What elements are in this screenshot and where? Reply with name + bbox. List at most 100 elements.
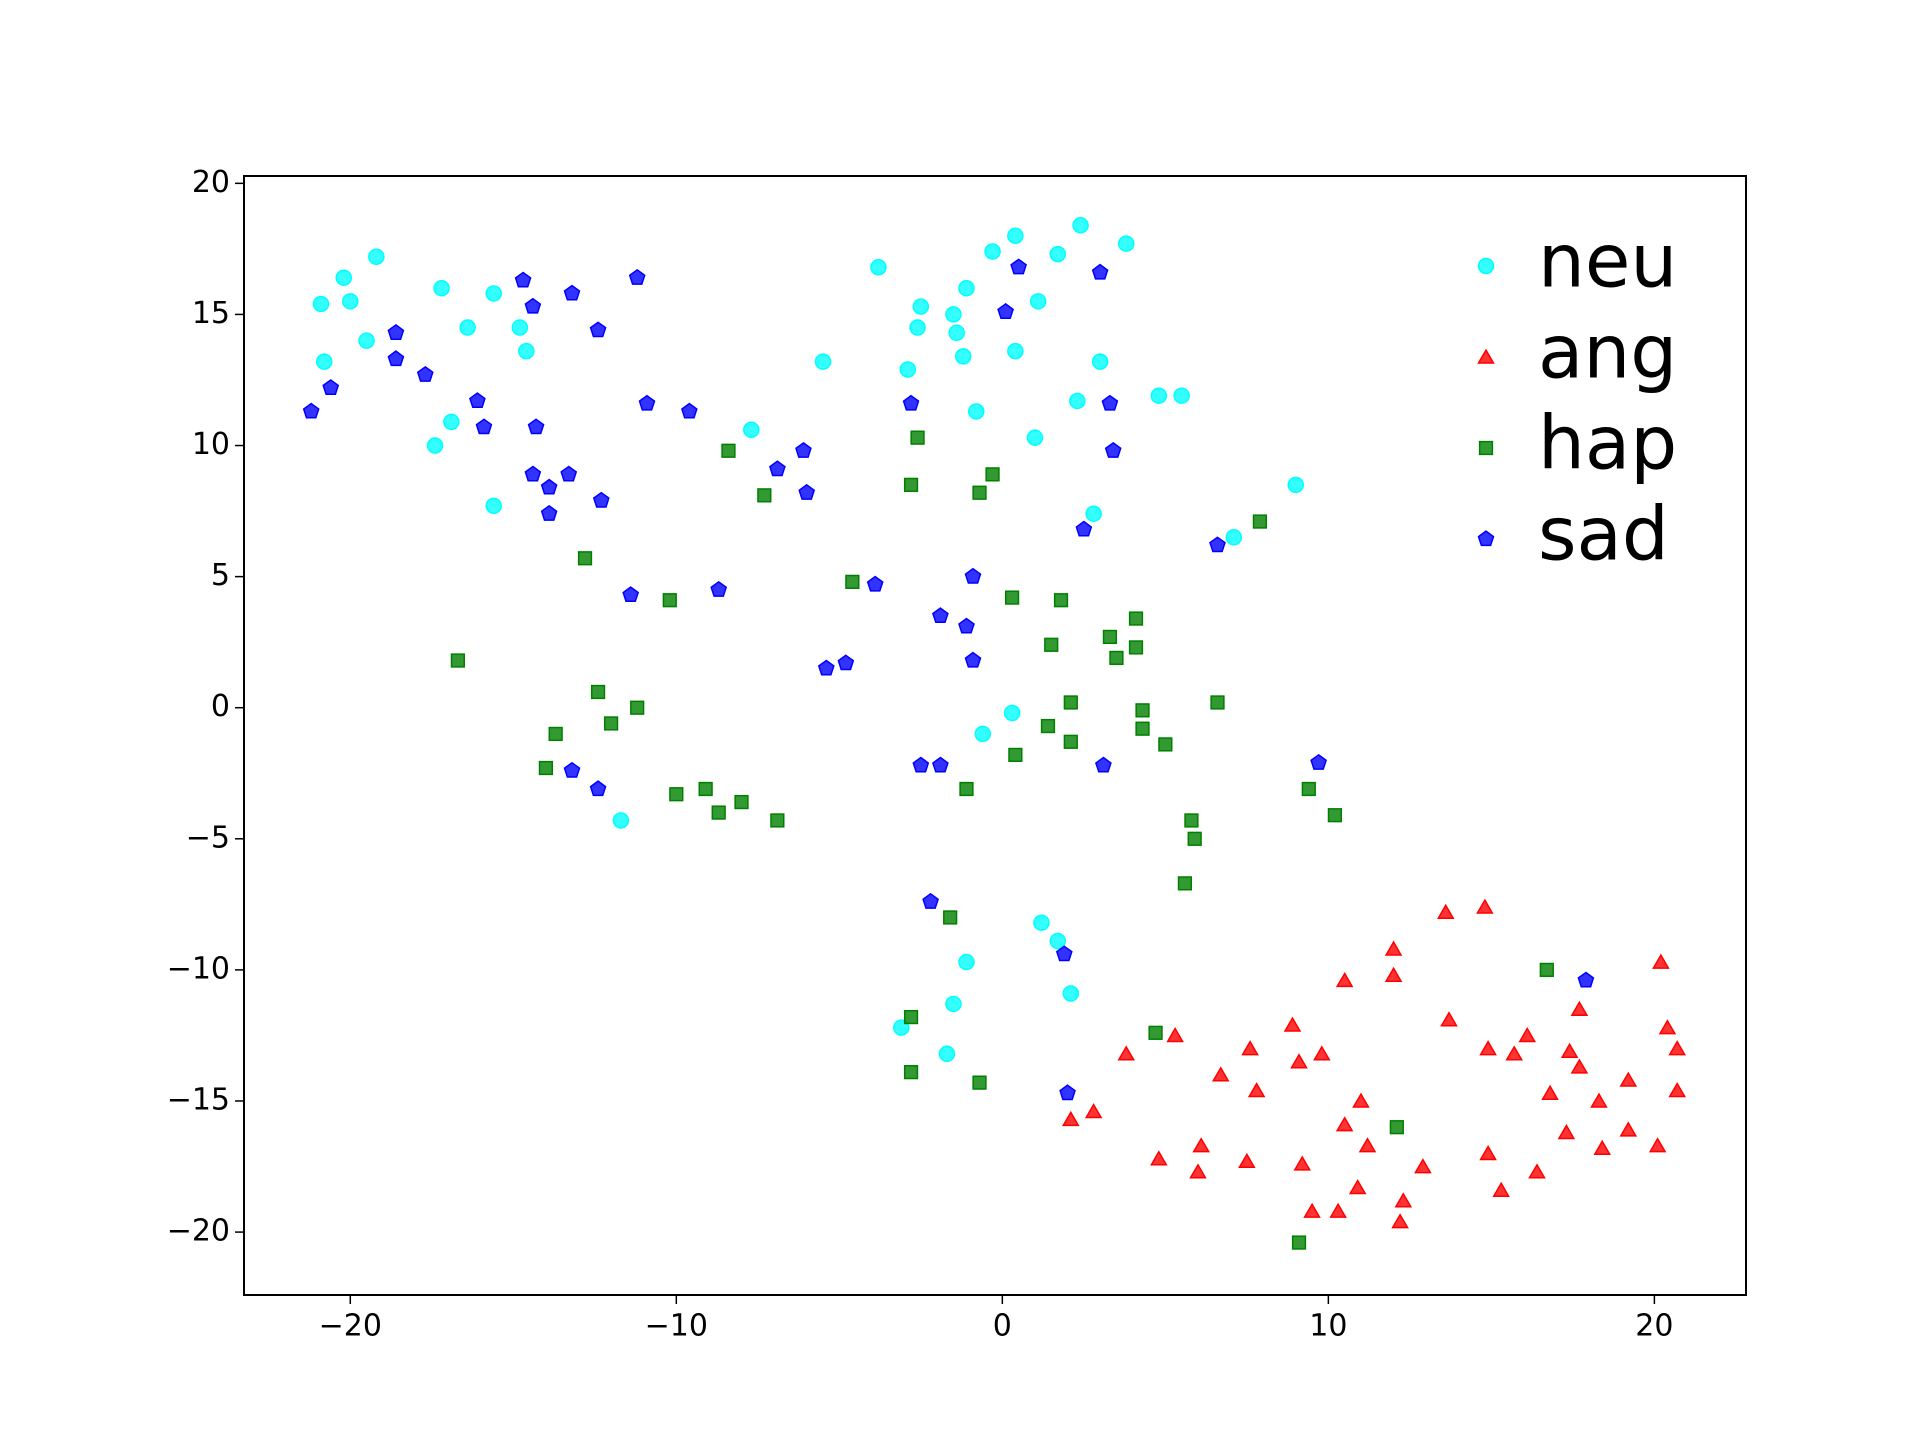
point (1004, 590, 1020, 605)
point (563, 761, 581, 778)
point (1069, 392, 1086, 410)
y-tick-label: −10 (167, 951, 230, 986)
y-tick-label: 5 (211, 558, 230, 593)
point (1391, 1213, 1409, 1229)
point (1668, 1040, 1686, 1056)
legend-label: ang (1538, 310, 1677, 396)
point (1075, 520, 1093, 537)
point (638, 394, 656, 411)
plot-frame (243, 175, 1747, 1296)
y-tick-label: 10 (192, 427, 230, 462)
y-tick-label: 20 (192, 165, 230, 200)
y-tick-label: −5 (186, 820, 230, 855)
point (1358, 1137, 1377, 1153)
point (1158, 737, 1173, 752)
point (1062, 1110, 1080, 1127)
point (1095, 756, 1112, 773)
point (1166, 1026, 1184, 1043)
point (932, 607, 949, 624)
point (985, 467, 1000, 482)
point (1394, 1192, 1413, 1208)
point (1291, 1235, 1307, 1250)
point (475, 418, 493, 435)
point (954, 348, 972, 365)
point (1008, 747, 1023, 763)
y-tick-label: −20 (167, 1214, 230, 1249)
point (1570, 1058, 1589, 1074)
point (958, 279, 975, 297)
point (1184, 813, 1199, 828)
point (1384, 940, 1403, 956)
point (433, 279, 450, 297)
point (518, 342, 535, 360)
point (972, 485, 987, 500)
point (1287, 476, 1305, 494)
point (902, 394, 920, 411)
point (1187, 831, 1202, 846)
point (1619, 1121, 1638, 1137)
point (590, 684, 606, 700)
point (681, 402, 698, 419)
point (1026, 429, 1044, 446)
point (837, 654, 855, 671)
x-tick-label: 20 (1635, 1309, 1673, 1344)
point (592, 491, 610, 508)
point (1091, 263, 1109, 280)
point (443, 413, 460, 431)
point (1003, 704, 1021, 722)
point (1063, 734, 1078, 749)
point (589, 321, 607, 338)
point (1479, 1144, 1497, 1161)
point (866, 575, 884, 592)
point (909, 319, 926, 336)
point (958, 617, 975, 634)
point (1059, 1084, 1076, 1101)
point (1668, 1082, 1687, 1098)
point (922, 892, 939, 909)
point (770, 813, 785, 828)
point (1085, 505, 1102, 522)
point (1040, 718, 1056, 734)
point (1252, 514, 1268, 529)
point (932, 756, 949, 773)
point (1414, 1158, 1432, 1174)
point (903, 1065, 919, 1080)
point (322, 379, 340, 395)
point (612, 812, 630, 829)
point (589, 780, 607, 797)
point (1505, 1045, 1524, 1061)
point (1117, 1045, 1136, 1061)
point (814, 353, 832, 370)
point (1303, 1202, 1321, 1218)
point (743, 421, 760, 439)
legend-marker (1478, 440, 1494, 456)
point (1192, 1137, 1211, 1153)
point (1225, 529, 1243, 546)
point (817, 659, 835, 676)
point (945, 995, 962, 1013)
point (795, 441, 812, 458)
point (959, 781, 974, 797)
point (1539, 962, 1554, 978)
point (540, 504, 558, 521)
point (1150, 1150, 1168, 1166)
point (1033, 914, 1050, 931)
x-tick-label: −20 (319, 1309, 382, 1344)
point (1177, 876, 1193, 891)
point (1658, 1019, 1677, 1035)
point (1290, 1053, 1308, 1069)
point (622, 586, 640, 603)
point (972, 1075, 987, 1090)
x-tick-label: 0 (993, 1309, 1012, 1344)
point (1570, 1000, 1589, 1017)
point (1440, 1011, 1458, 1027)
y-tick-label: 15 (192, 296, 230, 331)
point (1101, 394, 1119, 411)
point (734, 794, 749, 810)
point (1128, 611, 1144, 626)
point (1492, 1181, 1510, 1197)
point (798, 483, 816, 500)
point (711, 805, 726, 820)
point (1652, 953, 1670, 969)
point (721, 443, 736, 458)
